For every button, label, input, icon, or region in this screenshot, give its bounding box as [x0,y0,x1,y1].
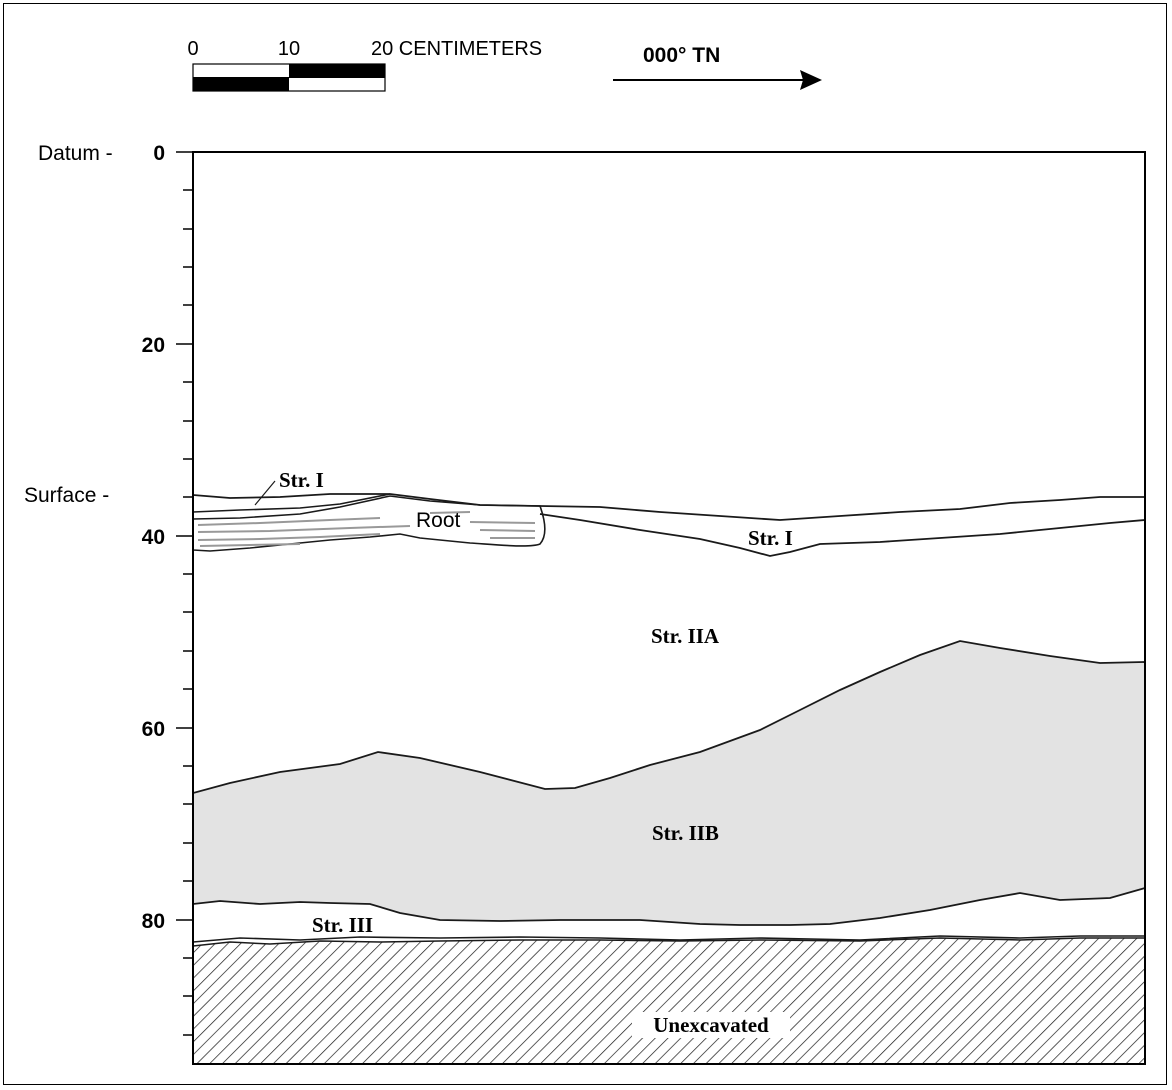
datum-label: Datum - [38,142,113,165]
str-i-lower-label: Str. I [748,526,793,550]
str-iib-label: Str. IIB [652,821,719,845]
root-streaks [197,511,536,547]
depth-label-0: 0 [153,142,165,165]
str-iii-label: Str. III [312,913,373,937]
root-label: Root [416,509,461,532]
depth-axis [176,151,193,1036]
surface-label: Surface - [24,484,109,507]
figure-frame [3,3,1167,1085]
arrow-head-icon [800,70,822,90]
depth-label-80: 80 [142,910,165,933]
scale-tick-20: 20 CENTIMETERS [371,38,542,60]
north-arrow: 000° TN [613,44,822,90]
unexcavated-zone [193,937,1145,1064]
str-i-upper-label: Str. I [279,468,324,492]
orientation-label: 000° TN [643,44,720,67]
unexcavated-label: Unexcavated [653,1013,769,1037]
profile-panel [192,151,1146,1065]
depth-label-60: 60 [142,718,165,741]
depth-label-20: 20 [142,334,165,357]
scale-tick-0: 0 [187,38,198,60]
str-iia-label: Str. IIA [651,624,720,648]
scale-bar: 0 10 20 CENTIMETERS [187,38,542,92]
scale-tick-10: 10 [278,38,300,60]
str-iib-layer [193,640,1145,926]
depth-label-40: 40 [142,526,165,549]
